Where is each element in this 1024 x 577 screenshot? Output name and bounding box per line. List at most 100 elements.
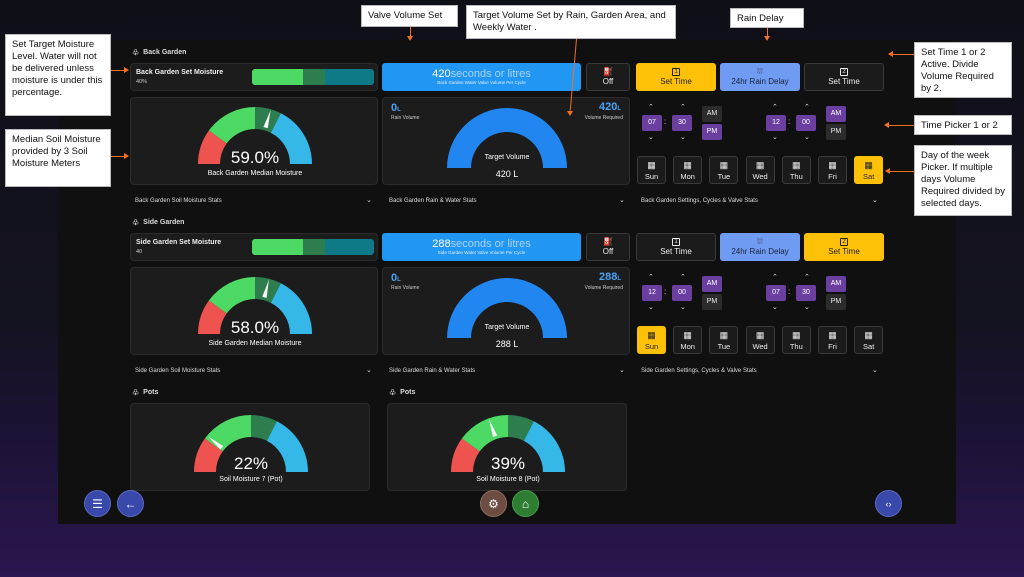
chevron-down-icon[interactable]: ⌄	[619, 367, 625, 374]
day-tue-button[interactable]: ▦ Tue	[709, 156, 739, 184]
back-target-value: 420 L	[495, 169, 519, 179]
back-target-label: Target Volume	[484, 154, 530, 161]
day-mon-button[interactable]: ▦ Mon	[673, 156, 703, 184]
chevron-down-icon[interactable]: ⌄	[648, 134, 654, 141]
chevron-down-icon[interactable]: ⌄	[680, 304, 686, 311]
back-rain-delay-button[interactable]: ⛆ 24hr Rain Delay	[720, 63, 800, 91]
chevron-down-icon[interactable]: ⌄	[648, 304, 654, 311]
side-set-time-1-button[interactable]: 1 Set Time	[636, 233, 716, 261]
back-rain-stats[interactable]: Back Garden Rain & Water Stats	[389, 198, 477, 204]
time1-am[interactable]: AM	[702, 106, 722, 122]
day-thu-button[interactable]: ▦ Thu	[781, 156, 811, 184]
chevron-down-icon[interactable]: ⌄	[366, 197, 372, 204]
time2-pm[interactable]: PM	[826, 124, 846, 140]
arrow-line	[111, 156, 125, 157]
menu-button[interactable]: ☰	[84, 490, 111, 517]
day-tue-button[interactable]: ▦ Tue	[709, 326, 739, 354]
day-fri-button[interactable]: ▦ Fri	[818, 156, 847, 184]
time2-am[interactable]: AM	[826, 276, 846, 292]
side-garden-heading: ♧ Side Garden	[132, 218, 185, 227]
back-soil-stats[interactable]: Back Garden Soil Moisture Stats	[135, 198, 222, 204]
side-rain-delay-button[interactable]: ⛆ 24hr Rain Delay	[720, 233, 800, 261]
day-thu-button[interactable]: ▦ Thu	[781, 326, 811, 354]
day-label: Fri	[828, 172, 837, 181]
time1-am[interactable]: AM	[702, 276, 722, 292]
note-valve: Valve Volume Set	[361, 5, 458, 27]
arrow-line	[889, 125, 914, 126]
settings-button[interactable]: ⚙	[480, 490, 507, 517]
calendar-clock-icon: ▦	[828, 160, 837, 170]
chevron-down-icon[interactable]: ⌄	[804, 134, 810, 141]
side-rain-stats[interactable]: Side Garden Rain & Water Stats	[389, 368, 476, 374]
time1-hour[interactable]: 12	[642, 285, 662, 301]
time1-pm[interactable]: PM	[702, 294, 722, 310]
day-sat-button[interactable]: ▦ Sat	[854, 326, 884, 354]
chevron-up-icon[interactable]: ⌃	[680, 274, 686, 281]
back-settings-stats[interactable]: Back Garden Settings, Cycles & Valve Sta…	[641, 198, 758, 204]
side-rain-volume: 0L	[391, 272, 401, 284]
code-button[interactable]: ‹›	[875, 490, 902, 517]
back-valve-volume-button[interactable]: 420seconds or litres Back Garden Water V…	[382, 63, 581, 91]
back-valve-switch[interactable]: ⛽ Off	[586, 63, 630, 91]
gauge-green-segment	[208, 277, 255, 314]
side-settings-stats[interactable]: Side Garden Settings, Cycles & Valve Sta…	[641, 368, 757, 374]
chevron-up-icon[interactable]: ⌃	[648, 104, 654, 111]
back-gauge-value: 59.0%	[230, 148, 280, 167]
arrow-head	[888, 51, 893, 57]
day-mon-button[interactable]: ▦ Mon	[673, 326, 703, 354]
back-set-time-2-button[interactable]: 2 Set Time	[804, 63, 884, 91]
back-set-time-1-button[interactable]: 1 Set Time	[636, 63, 716, 91]
chevron-up-icon[interactable]: ⌃	[680, 104, 686, 111]
time2-hour[interactable]: 12	[766, 115, 786, 131]
calendar-clock-icon: ▦	[719, 330, 729, 340]
arrow-line	[111, 70, 125, 71]
time2-am[interactable]: AM	[826, 106, 846, 122]
gauge-cyan-segment	[266, 421, 308, 472]
side-set-time-2-button[interactable]: 2 Set Time	[804, 233, 884, 261]
back-moisture-slider[interactable]	[252, 69, 374, 85]
chevron-down-icon[interactable]: ⌄	[366, 367, 372, 374]
chevron-down-icon[interactable]: ⌄	[680, 134, 686, 141]
time1-hour[interactable]: 07	[642, 115, 662, 131]
arrow-left-icon: ←	[124, 496, 137, 511]
gauge-green-segment	[208, 107, 255, 144]
back-moisture-card: Back Garden Set Moisture 40%	[130, 63, 378, 91]
calendar-clock-icon: ▦	[792, 330, 801, 340]
day-sun-button[interactable]: ▦ Sun	[637, 156, 666, 184]
chevron-down-icon[interactable]: ⌄	[804, 304, 810, 311]
day-sun-button[interactable]: ▦ Sun	[637, 326, 666, 354]
time1-minute[interactable]: 30	[672, 115, 692, 131]
back-button[interactable]: ←	[117, 490, 144, 517]
chevron-up-icon[interactable]: ⌃	[804, 104, 810, 111]
time2-pm[interactable]: PM	[826, 294, 846, 310]
time2-minute[interactable]: 00	[796, 115, 816, 131]
chevron-up-icon[interactable]: ⌃	[648, 274, 654, 281]
side-valve-volume-button[interactable]: 288seconds or litres Side Garden Water V…	[382, 233, 581, 261]
calendar-clock-icon: ▦	[792, 160, 801, 170]
chevron-down-icon[interactable]: ⌄	[772, 304, 778, 311]
time2-hour[interactable]: 07	[766, 285, 786, 301]
day-sat-button[interactable]: ▦ Sat	[854, 156, 884, 184]
side-soil-stats[interactable]: Side Garden Soil Moisture Stats	[135, 368, 221, 374]
chevron-up-icon[interactable]: ⌃	[772, 274, 778, 281]
chevron-down-icon[interactable]: ⌄	[872, 197, 878, 204]
note-day-picker: Day of the week Picker. If multiple days…	[914, 145, 1012, 216]
day-wed-button[interactable]: ▦ Wed	[745, 326, 775, 354]
time1-minute[interactable]: 00	[672, 285, 692, 301]
time2-minute[interactable]: 30	[796, 285, 816, 301]
side-valve-switch[interactable]: ⛽ Off	[586, 233, 630, 261]
side-target-label: Target Volume	[484, 324, 530, 331]
chevron-down-icon[interactable]: ⌄	[619, 197, 625, 204]
chevron-down-icon[interactable]: ⌄	[872, 367, 878, 374]
chevron-down-icon[interactable]: ⌄	[772, 134, 778, 141]
gauge-needle	[489, 419, 498, 438]
back-rain-volume-label: Rain Volume	[391, 115, 420, 121]
gauge-cyan-segment	[270, 283, 312, 334]
day-fri-button[interactable]: ▦ Fri	[818, 326, 847, 354]
day-wed-button[interactable]: ▦ Wed	[745, 156, 775, 184]
side-moisture-slider[interactable]	[252, 239, 374, 255]
chevron-up-icon[interactable]: ⌃	[804, 274, 810, 281]
home-button[interactable]: ⌂	[512, 490, 539, 517]
time1-pm[interactable]: PM	[702, 124, 722, 140]
chevron-up-icon[interactable]: ⌃	[772, 104, 778, 111]
